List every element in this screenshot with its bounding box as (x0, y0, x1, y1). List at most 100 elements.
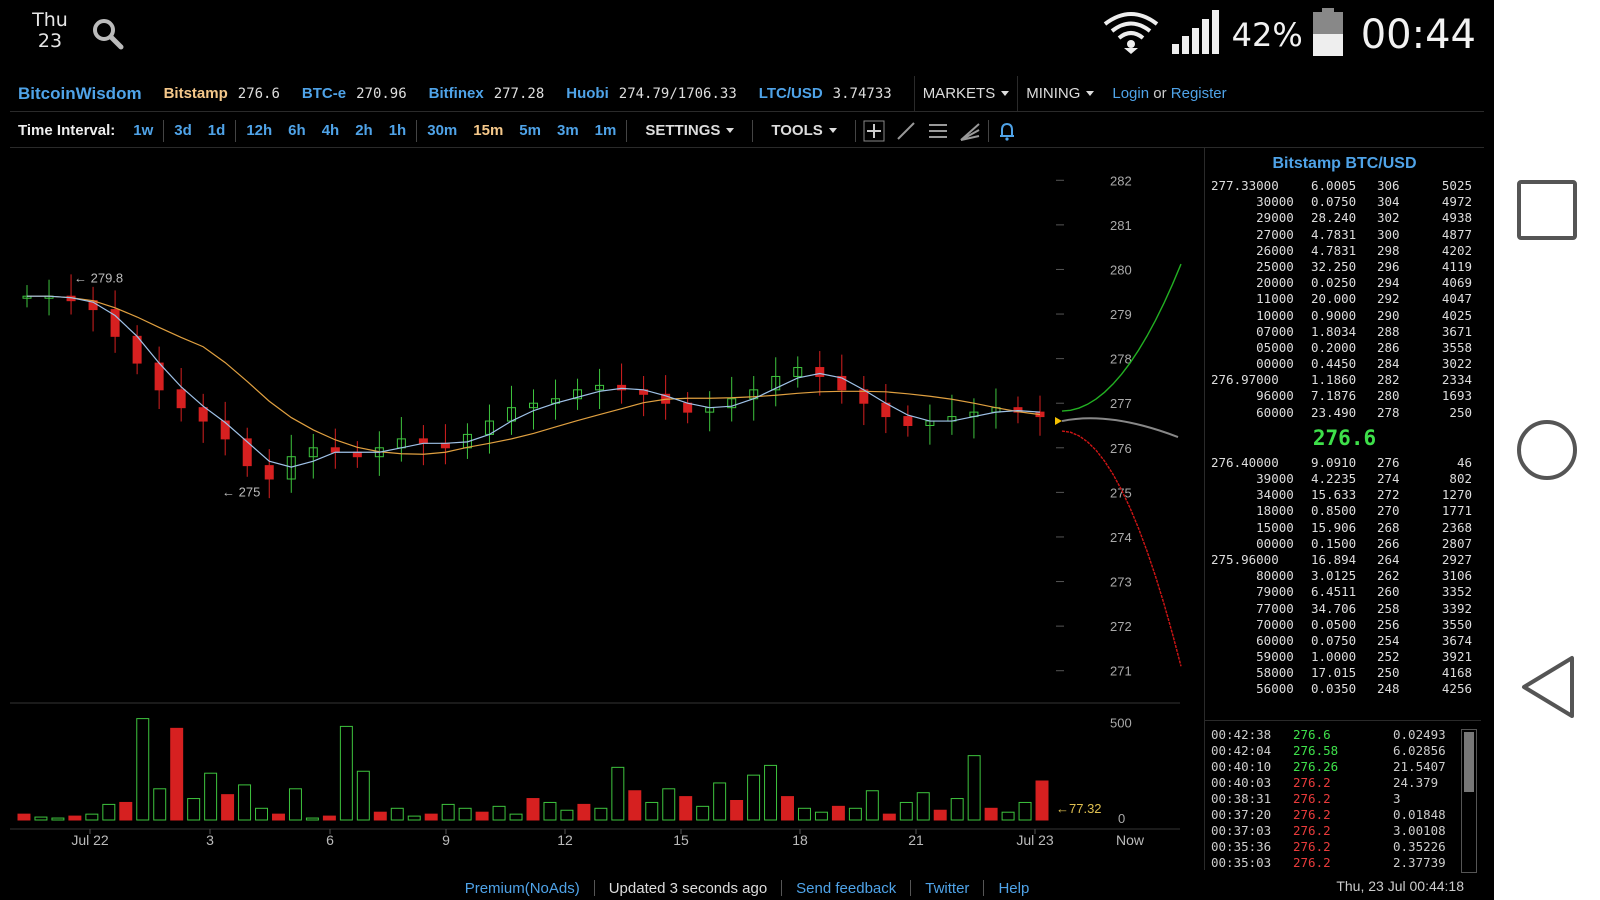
candle-body (440, 442, 450, 449)
bid-amount: 0.1500 (1311, 535, 1357, 551)
interval-5m[interactable]: 5m (519, 122, 541, 139)
trade-time: 00:42:38 (1211, 727, 1272, 742)
interval-1m[interactable]: 1m (594, 122, 617, 139)
bid-amount: 0.8500 (1311, 503, 1357, 519)
interval-4h[interactable]: 4h (321, 122, 340, 139)
interval-15m[interactable]: 15m (473, 122, 504, 139)
volume-bar (356, 770, 370, 821)
send-feedback-link[interactable]: Send feedback (796, 879, 897, 897)
trade-amount: 3.00108 (1393, 823, 1446, 838)
interval-1d[interactable]: 1d (207, 122, 226, 139)
bid-row[interactable]: 18000 0.8500 270 1771 (1205, 503, 1484, 519)
bid-total: 3352 (1441, 584, 1472, 600)
interval-1h[interactable]: 1h (388, 122, 407, 139)
volume-bar (679, 796, 693, 821)
ask-amount: 1.1860 (1311, 372, 1357, 388)
recents-icon[interactable] (1517, 180, 1577, 240)
bid-row[interactable]: 60000 0.0750 254 3674 (1205, 633, 1484, 649)
ticker-bitfinex[interactable]: Bitfinex 277.28 (429, 85, 545, 102)
login-link[interactable]: Login (1112, 85, 1150, 102)
status-time: 00:44 (1360, 11, 1476, 58)
horizontal-lines-icon[interactable] (924, 117, 952, 145)
bid-row[interactable]: 00000 0.1500 266 2807 (1205, 536, 1484, 552)
bid-price: 18000 (1211, 503, 1294, 519)
interval-3d[interactable]: 3d (174, 122, 192, 139)
bid-row[interactable]: 56000 0.0350 248 4256 (1205, 681, 1484, 697)
ask-row[interactable]: 25000 32.250 296 4119 (1205, 259, 1484, 275)
ask-row[interactable]: 277.33000 6.0005 306 5025 (1205, 178, 1484, 194)
ask-total: 2334 (1441, 372, 1472, 388)
crosshair-icon[interactable] (860, 117, 888, 145)
bid-price: 56000 (1211, 681, 1294, 697)
trade-time: 00:40:03 (1211, 775, 1272, 790)
ask-total: 1693 (1441, 388, 1472, 404)
interval-30m[interactable]: 30m (427, 122, 458, 139)
bid-row[interactable]: 34000 15.633 272 1270 (1205, 487, 1484, 503)
ticker-bitstamp[interactable]: Bitstamp 276.6 (164, 85, 280, 102)
candlestick-chart[interactable]: 282 281 280 279 278 277 276 275 274 273 272 271 500 0… (10, 148, 1204, 870)
trade-amount: 0.01848 (1393, 807, 1446, 822)
price-tick-label: 279 (1110, 307, 1132, 322)
interval-2h[interactable]: 2h (355, 122, 373, 139)
bid-row[interactable]: 80000 3.0125 262 3106 (1205, 568, 1484, 584)
bid-row[interactable]: 39000 4.2235 274 802 (1205, 471, 1484, 487)
bid-row[interactable]: 70000 0.0500 256 3550 (1205, 617, 1484, 633)
bid-row[interactable]: 77000 34.706 258 3392 (1205, 601, 1484, 617)
interval-12h[interactable]: 12h (246, 122, 273, 139)
ask-row[interactable]: 10000 0.9000 290 4025 (1205, 308, 1484, 324)
trades-scrollbar[interactable] (1461, 729, 1477, 873)
trade-time: 00:42:04 (1211, 743, 1272, 758)
ticker-huobi[interactable]: Huobi 274.79/1706.33 (566, 85, 737, 102)
ask-row[interactable]: 27000 4.7831 300 4877 (1205, 227, 1484, 243)
help-link[interactable]: Help (998, 879, 1030, 897)
register-link[interactable]: Register (1170, 85, 1227, 102)
premium-link[interactable]: Premium(NoAds) (464, 879, 580, 897)
ask-amount: 0.2000 (1311, 339, 1357, 355)
ask-row[interactable]: 00000 0.4450 284 3022 (1205, 356, 1484, 372)
search-icon[interactable] (90, 16, 126, 57)
bid-price: 275.96000 (1211, 551, 1279, 567)
ask-row[interactable]: 11000 20.000 292 4047 (1205, 291, 1484, 307)
ask-row[interactable]: 26000 4.7831 298 4202 (1205, 243, 1484, 259)
price-chart-area[interactable]: 282 281 280 279 278 277 276 275 274 273 272 271 500 0… (10, 148, 1204, 870)
price-tick-label: 278 (1110, 352, 1132, 367)
ask-row[interactable]: 07000 1.8034 288 3671 (1205, 324, 1484, 340)
line-tool-icon[interactable] (892, 117, 920, 145)
ticker-ltcusd[interactable]: LTC/USD 3.74733 (759, 85, 892, 102)
mining-menu-button[interactable]: MINING (1017, 75, 1102, 112)
ask-row[interactable]: 30000 0.0750 304 4972 (1205, 194, 1484, 210)
ask-row[interactable]: 05000 0.2000 286 3558 (1205, 340, 1484, 356)
bid-row[interactable]: 276.40000 9.0910 276 46 (1205, 455, 1484, 471)
scrollbar-thumb[interactable] (1464, 732, 1474, 792)
ask-amount: 20.000 (1311, 291, 1357, 307)
trades-list: 00:42:38 276.6 0.02493 00:42:04 276.58 6.0285… (1205, 727, 1481, 871)
ticker-btce[interactable]: BTC-e 270.96 (302, 85, 407, 102)
bid-row[interactable]: 58000 17.015 250 4168 (1205, 665, 1484, 681)
markets-menu-button[interactable]: MARKETS (913, 75, 1018, 112)
alert-bell-icon[interactable] (993, 117, 1021, 145)
fan-tool-icon[interactable] (956, 117, 984, 145)
divider (593, 880, 595, 896)
back-icon[interactable] (1522, 656, 1574, 718)
tools-menu-button[interactable]: TOOLS (755, 122, 852, 139)
ask-row[interactable]: 20000 0.0250 294 4069 (1205, 275, 1484, 291)
ask-row[interactable]: 60000 23.490 278 250 (1205, 405, 1484, 421)
bid-total: 3106 (1441, 568, 1472, 584)
settings-menu-button[interactable]: SETTINGS (629, 122, 750, 139)
trade-row: 00:35:36 276.2 0.35226 (1205, 839, 1481, 855)
brand-logo[interactable]: BitcoinWisdom (18, 83, 142, 103)
bid-row[interactable]: 59000 1.0000 252 3921 (1205, 649, 1484, 665)
candle-body (264, 465, 274, 480)
interval-1w[interactable]: 1w (133, 122, 154, 139)
twitter-link[interactable]: Twitter (925, 879, 970, 897)
ask-row[interactable]: 96000 7.1876 280 1693 (1205, 388, 1484, 404)
interval-3m[interactable]: 3m (556, 122, 579, 139)
home-icon[interactable] (1517, 420, 1577, 480)
ask-row[interactable]: 29000 28.240 302 4938 (1205, 210, 1484, 226)
bid-row[interactable]: 275.96000 16.894 264 2927 (1205, 552, 1484, 568)
bid-row[interactable]: 15000 15.906 268 2368 (1205, 520, 1484, 536)
interval-6h[interactable]: 6h (288, 122, 306, 139)
volume-bar (1035, 780, 1049, 821)
bid-row[interactable]: 79000 6.4511 260 3352 (1205, 584, 1484, 600)
ask-row[interactable]: 276.97000 1.1860 282 2334 (1205, 372, 1484, 388)
